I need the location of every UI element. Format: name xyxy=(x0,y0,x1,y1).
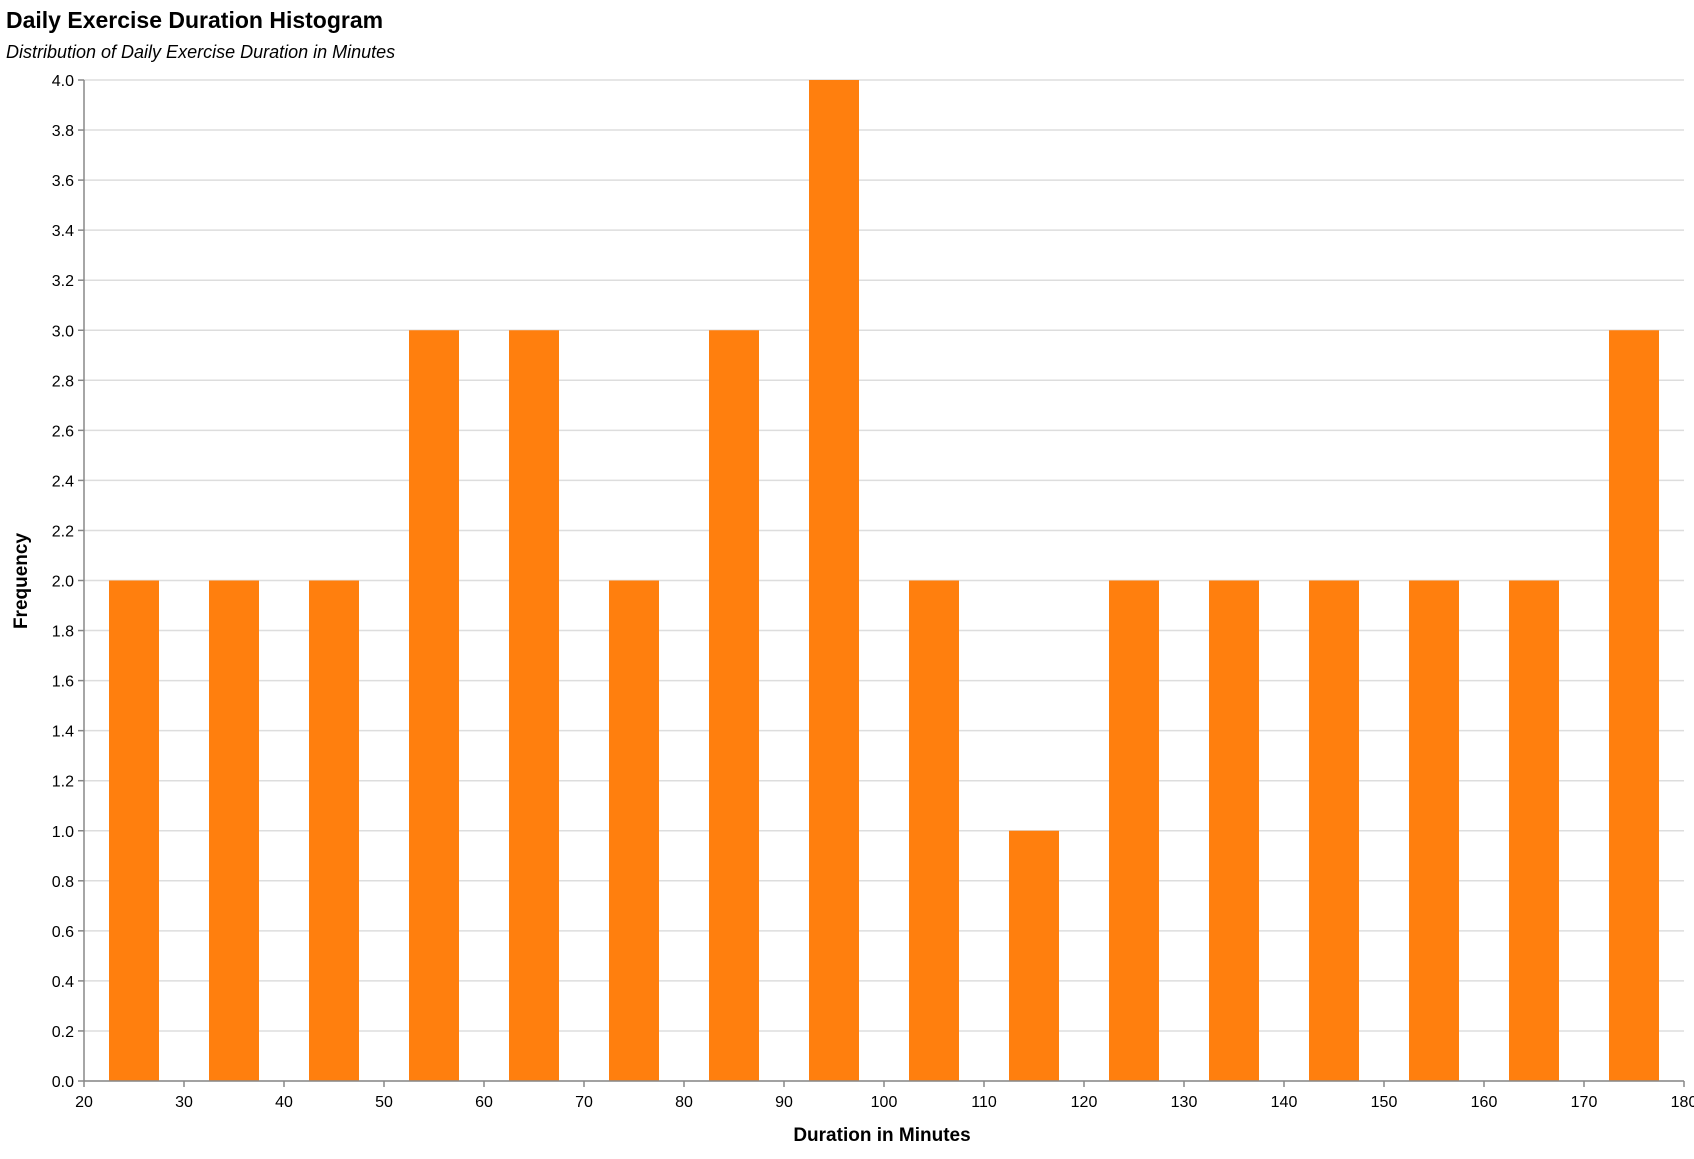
y-tick-label: 3.6 xyxy=(52,173,74,190)
y-tick-label: 1.6 xyxy=(52,674,74,691)
histogram-bar[interactable] xyxy=(209,580,259,1082)
x-tick-label: 100 xyxy=(871,1094,898,1111)
y-tick-label: 3.2 xyxy=(52,273,74,290)
y-tick-label: 2.6 xyxy=(52,423,74,440)
y-tick-label: 1.0 xyxy=(52,824,74,841)
histogram-bar[interactable] xyxy=(309,580,359,1082)
y-tick-label: 3.4 xyxy=(52,223,74,240)
y-tick-label: 2.4 xyxy=(52,473,74,490)
histogram-bar[interactable] xyxy=(1609,330,1659,1081)
y-tick-label: 2.2 xyxy=(52,523,74,540)
y-tick-label: 2.0 xyxy=(52,574,74,591)
histogram-bar[interactable] xyxy=(1309,580,1359,1082)
histogram-bar[interactable] xyxy=(1509,580,1559,1082)
y-tick-label: 0.6 xyxy=(52,924,74,941)
y-tick-label: 2.8 xyxy=(52,373,74,390)
x-tick-label: 40 xyxy=(275,1094,293,1111)
y-tick-label: 1.4 xyxy=(52,724,74,741)
histogram-bar[interactable] xyxy=(1209,580,1259,1082)
y-tick-label: 4.0 xyxy=(52,73,74,90)
y-tick-label: 3.8 xyxy=(52,123,74,140)
x-tick-label: 20 xyxy=(75,1094,93,1111)
y-tick-label: 1.2 xyxy=(52,774,74,791)
x-tick-label: 70 xyxy=(575,1094,593,1111)
y-tick-label: 3.0 xyxy=(52,323,74,340)
histogram-bar[interactable] xyxy=(409,330,459,1081)
y-tick-label: 0.2 xyxy=(52,1024,74,1041)
histogram-bar[interactable] xyxy=(509,330,559,1081)
histogram-bar[interactable] xyxy=(1409,580,1459,1082)
x-tick-label: 170 xyxy=(1571,1094,1598,1111)
x-tick-label: 110 xyxy=(971,1094,997,1111)
x-tick-label: 130 xyxy=(1171,1094,1198,1111)
y-tick-label: 1.8 xyxy=(52,624,74,641)
x-tick-label: 30 xyxy=(175,1094,193,1111)
x-axis-title: Duration in Minutes xyxy=(793,1125,970,1146)
x-tick-label: 90 xyxy=(775,1094,793,1111)
x-tick-label: 120 xyxy=(1071,1094,1098,1111)
chart-subtitle: Distribution of Daily Exercise Duration … xyxy=(6,42,395,62)
axes: 0.0 0.2 0.4 0.6 0.8 1.0 1.2 1.4 1.6 1.8 2.0 2.2 2.4 2… xyxy=(52,73,1694,1111)
histogram-bar[interactable] xyxy=(609,580,659,1082)
x-tick-label: 50 xyxy=(375,1094,393,1111)
x-tick-label: 60 xyxy=(475,1094,493,1111)
histogram-bars xyxy=(109,80,1659,1081)
histogram-bar[interactable] xyxy=(809,80,859,1081)
x-tick-label: 140 xyxy=(1271,1094,1298,1111)
y-tick-label: 0.8 xyxy=(52,874,74,891)
chart-title: Daily Exercise Duration Histogram xyxy=(6,7,383,33)
x-tick-label: 80 xyxy=(675,1094,693,1111)
histogram-bar[interactable] xyxy=(1009,830,1059,1081)
histogram-bar[interactable] xyxy=(909,580,959,1082)
histogram-bar[interactable] xyxy=(109,580,159,1082)
histogram-bar[interactable] xyxy=(1109,580,1159,1082)
y-axis-title: Frequency xyxy=(11,533,32,630)
histogram-bar[interactable] xyxy=(709,330,759,1081)
y-tick-label: 0.0 xyxy=(52,1074,74,1091)
x-tick-label: 150 xyxy=(1371,1094,1398,1111)
y-tick-label: 0.4 xyxy=(52,974,74,991)
x-tick-label: 160 xyxy=(1471,1094,1498,1111)
x-tick-label: 180 xyxy=(1671,1094,1694,1111)
